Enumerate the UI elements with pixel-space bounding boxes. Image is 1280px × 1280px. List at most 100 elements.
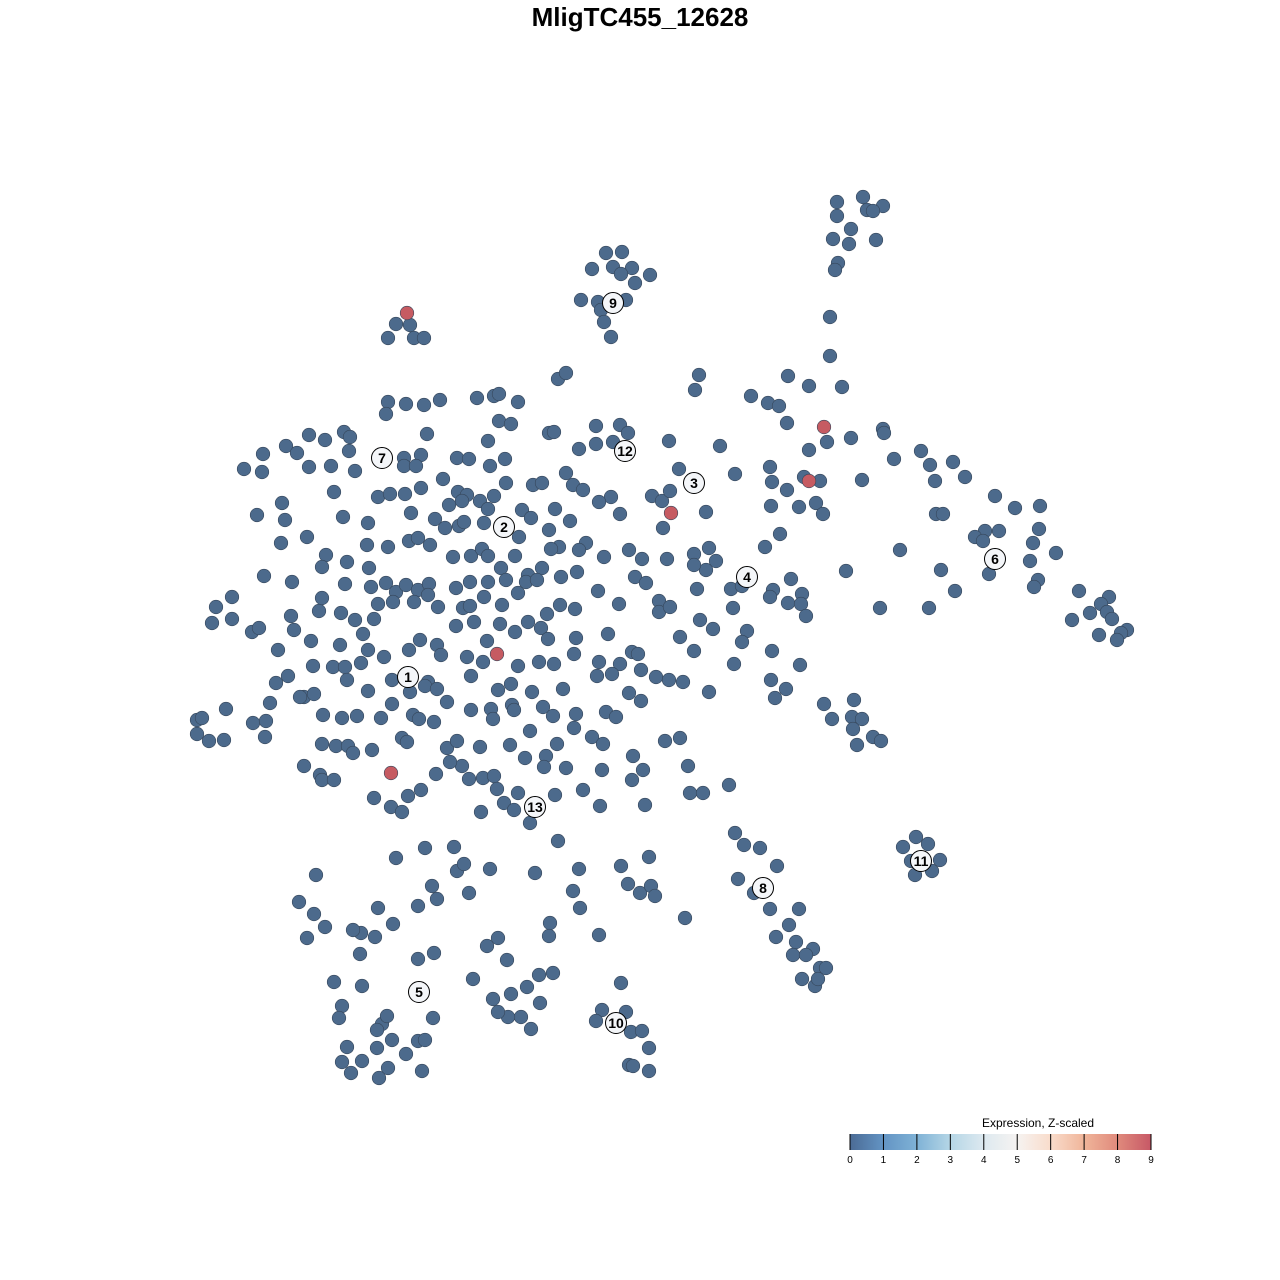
data-point (388, 316, 404, 332)
data-point (798, 608, 814, 624)
data-point (412, 632, 428, 648)
data-point (686, 557, 702, 573)
data-point (466, 614, 482, 630)
data-point (822, 348, 838, 364)
data-point (345, 922, 361, 938)
data-point (506, 802, 522, 818)
data-point (621, 685, 637, 701)
data-point (435, 471, 451, 487)
data-point (568, 630, 584, 646)
data-point (594, 762, 610, 778)
data-point (303, 633, 319, 649)
data-point (378, 406, 394, 422)
data-point (637, 797, 653, 813)
data-point (872, 600, 888, 616)
legend-tick-label: 3 (948, 1155, 954, 1166)
data-point (829, 208, 845, 224)
data-point (785, 947, 801, 963)
data-point (401, 642, 417, 658)
data-point (382, 486, 398, 502)
data-point-high (663, 505, 679, 521)
data-point (975, 533, 991, 549)
data-point (378, 575, 394, 591)
data-point (503, 416, 519, 432)
data-point (523, 1021, 539, 1037)
data-point (493, 560, 509, 576)
cluster-label-text: 12 (617, 443, 633, 459)
data-point (347, 612, 363, 628)
data-point (591, 494, 607, 510)
data-point (642, 267, 658, 283)
cluster-label-circle (493, 516, 515, 538)
data-point (280, 668, 296, 684)
data-point (326, 772, 342, 788)
data-point (335, 509, 351, 525)
data-point (534, 560, 550, 576)
data-point (449, 450, 465, 466)
data-point (932, 852, 948, 868)
data-point (608, 709, 624, 725)
data-point (662, 599, 678, 615)
data-point (359, 537, 375, 553)
data-point (566, 720, 582, 736)
data-point (398, 1046, 414, 1062)
data-point (529, 572, 545, 588)
data-point (545, 708, 561, 724)
data-point (892, 542, 908, 558)
data-point (498, 572, 514, 588)
data-point (783, 571, 799, 587)
data-point-high (399, 305, 415, 321)
cluster-label-text: 2 (500, 519, 508, 535)
data-point (822, 309, 838, 325)
data-point (600, 626, 616, 642)
data-point (920, 836, 936, 852)
data-point (762, 589, 778, 605)
data-point (473, 804, 489, 820)
data-point (625, 748, 641, 764)
cluster-label-text: 5 (415, 984, 423, 1000)
data-point (208, 599, 224, 615)
data-point (641, 849, 657, 865)
cluster-label-text: 10 (608, 1015, 624, 1031)
cluster-label-circle (602, 292, 624, 314)
data-point (490, 1004, 506, 1020)
cluster-label-text: 1 (404, 669, 412, 685)
data-point (513, 1009, 529, 1025)
data-point (416, 330, 432, 346)
data-point (459, 649, 475, 665)
data-point (682, 785, 698, 801)
data-point (256, 568, 272, 584)
data-point (249, 507, 265, 523)
data-point (417, 1032, 433, 1048)
data-point (843, 430, 859, 446)
data-point (612, 656, 628, 672)
data-point (792, 657, 808, 673)
data-point (1031, 521, 1047, 537)
data-point (838, 563, 854, 579)
data-point (429, 681, 445, 697)
data-point (549, 736, 565, 752)
data-point (648, 669, 664, 685)
data-point (677, 910, 693, 926)
data-point (540, 631, 556, 647)
data-point (991, 523, 1007, 539)
cluster-label-9: 9 (602, 292, 624, 314)
data-point (480, 433, 496, 449)
data-point (672, 629, 688, 645)
data-point (634, 551, 650, 567)
data-point (592, 798, 608, 814)
data-point (461, 885, 477, 901)
data-point (353, 655, 369, 671)
cluster-label-circle (371, 447, 393, 469)
data-point (522, 815, 538, 831)
data-point (463, 548, 479, 564)
data-point (655, 520, 671, 536)
data-point (498, 475, 514, 491)
data-point (258, 713, 274, 729)
data-point (491, 386, 507, 402)
data-point (394, 804, 410, 820)
data-point (825, 231, 841, 247)
data-point (659, 551, 675, 567)
data-point (808, 495, 824, 511)
